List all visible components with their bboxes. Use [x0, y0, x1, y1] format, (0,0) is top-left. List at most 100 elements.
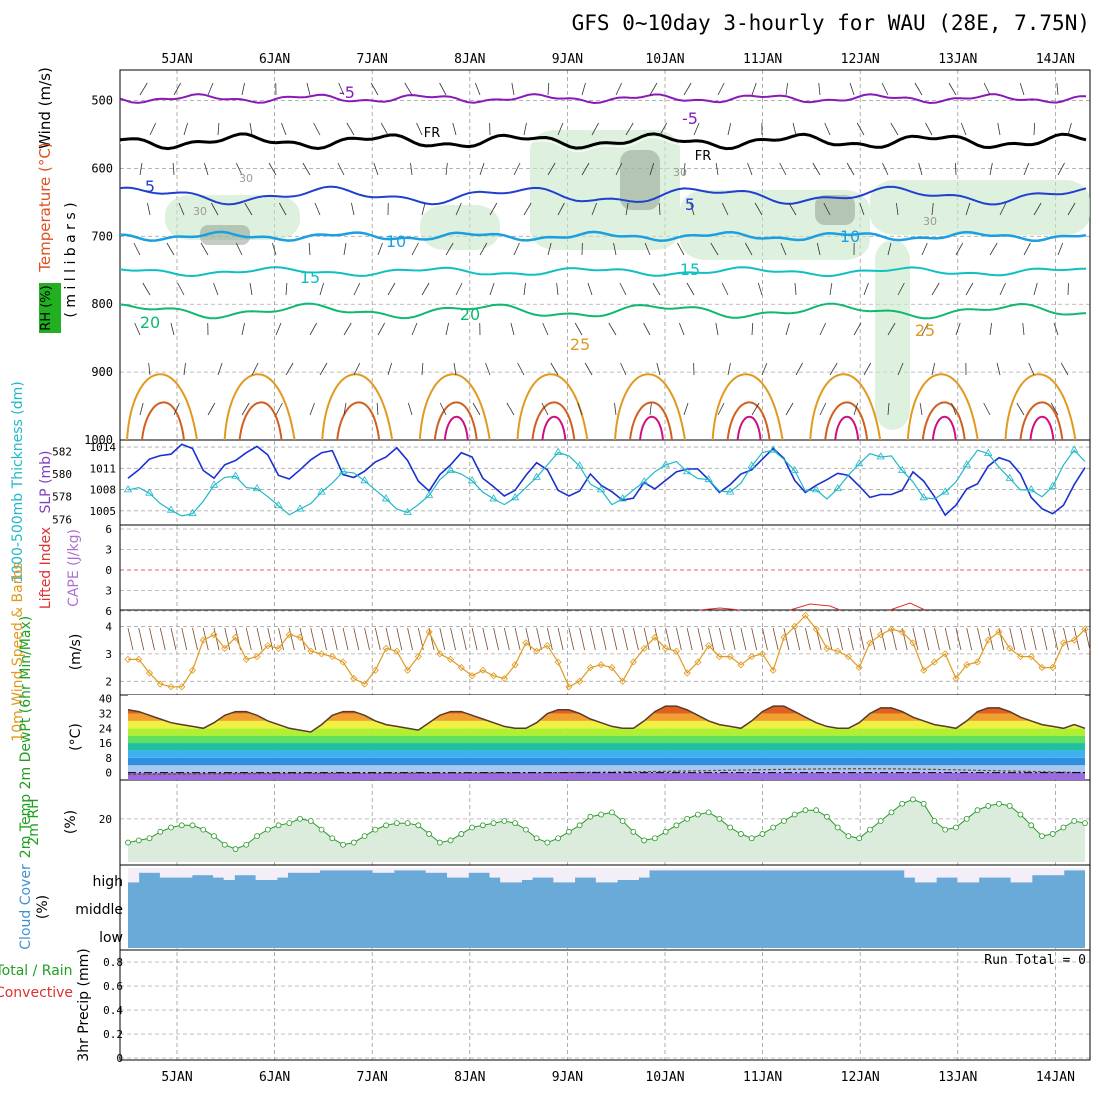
date-label-bottom: 13JAN [938, 1070, 977, 1085]
rh2m-point [684, 815, 691, 822]
cloud-high-bar [585, 868, 597, 878]
cloud-high-bar [829, 868, 841, 871]
wind-barb [795, 362, 803, 376]
wind-tick: 2 [105, 675, 112, 688]
rh2m-point [888, 809, 895, 816]
cloud-high-bar [999, 868, 1012, 878]
rh2m-point [1039, 833, 1045, 840]
ylabel-cape: CAPE (J/kg) [66, 529, 82, 607]
wind-barb [178, 202, 185, 216]
wind10-barb [622, 627, 629, 651]
wind-barb [649, 162, 655, 176]
wind-barb [614, 402, 617, 416]
thickness-point [274, 500, 283, 509]
wind10-barb [837, 627, 844, 651]
contour-30 [824, 401, 869, 441]
thickness-point [919, 493, 928, 501]
wind-barb [955, 322, 961, 336]
wind-barb [272, 242, 277, 256]
wind-barb [887, 242, 892, 256]
thickness-point [811, 485, 821, 493]
wind10-barb [901, 627, 908, 651]
wind-barb [785, 402, 794, 416]
wind10-point [715, 653, 723, 661]
wind-barb [1033, 202, 1042, 216]
wind-barb [989, 322, 993, 336]
wind-barb [445, 162, 448, 176]
contour-20 [119, 302, 1087, 320]
wind-barb [615, 82, 623, 96]
thickness-point [704, 474, 713, 483]
wind10-barb [557, 627, 564, 651]
thickness-point [231, 471, 240, 479]
contour-label: 25 [570, 335, 590, 354]
wind-barb [523, 122, 527, 136]
slp-tick: 1008 [90, 484, 117, 497]
wind10-point [360, 680, 369, 688]
wind10-point [447, 655, 455, 663]
cloud-high-bar [330, 868, 342, 871]
wind-barb [547, 242, 552, 256]
cloud-high-bar [766, 868, 778, 871]
wind-barb [951, 402, 957, 416]
rh-shade [165, 195, 300, 240]
wind-barb [173, 82, 181, 96]
wind10-barb [396, 627, 403, 651]
contour-30 [433, 401, 478, 441]
date-label-bottom: 9JAN [552, 1070, 583, 1085]
wind-barb [931, 282, 940, 296]
wind-barb [751, 82, 757, 96]
slp-tick: 1005 [90, 505, 117, 518]
wind-barb [690, 202, 695, 216]
cloud-high-bar [191, 868, 203, 876]
wind-barb [644, 242, 651, 256]
thickness-point [596, 485, 606, 493]
wind10-point [694, 658, 702, 666]
thickness-tick: 582 [52, 445, 72, 458]
rh-shade [420, 205, 500, 250]
wind-barb [346, 122, 355, 136]
wind-barb [983, 82, 991, 96]
wind-barb [373, 162, 379, 176]
wind-barb [686, 282, 695, 296]
rh2m-point [189, 822, 196, 829]
wind-barb [173, 402, 180, 416]
thickness-point [747, 461, 756, 469]
wind-barb [387, 362, 392, 376]
date-label-top: 9JAN [552, 52, 583, 67]
wind10-barb [1073, 627, 1080, 651]
thickness-point [424, 490, 434, 498]
cloud-high-bar [776, 868, 788, 871]
wind-barb [581, 82, 586, 96]
wind-barb [149, 122, 157, 136]
wind-barb [849, 82, 855, 96]
wind10-barb [568, 627, 575, 651]
wind10-barb [589, 627, 596, 651]
cloud-level-label: middle [75, 902, 123, 918]
wind10-barb [1052, 627, 1059, 651]
contour-label: -5 [339, 83, 355, 102]
cloud-high-bar [670, 868, 682, 871]
rh-tick: 20 [99, 813, 112, 826]
rh2m-point [254, 833, 260, 840]
wind-barb [380, 122, 389, 136]
wind-barb [343, 402, 347, 416]
cloud-high-bar [255, 868, 267, 880]
wind-barb [846, 162, 855, 176]
rh2m-point [1028, 822, 1035, 829]
wind10-point [565, 683, 573, 691]
wind10-point [973, 658, 982, 666]
cloud-high-bar [755, 868, 767, 871]
rh-legend-swatch [39, 283, 61, 333]
temp-mask [128, 695, 1085, 732]
precip-tick: 0 [116, 1052, 123, 1065]
wind10-barb [794, 627, 801, 651]
wind-barb [897, 362, 904, 376]
slp-line [127, 443, 1086, 517]
cloud-high-bar [361, 868, 374, 871]
wind10-barb [299, 627, 306, 651]
rh2m-point [598, 811, 605, 818]
thickness-point [833, 483, 842, 492]
date-label-bottom: 7JAN [357, 1070, 388, 1085]
date-label-bottom: 12JAN [841, 1070, 880, 1085]
